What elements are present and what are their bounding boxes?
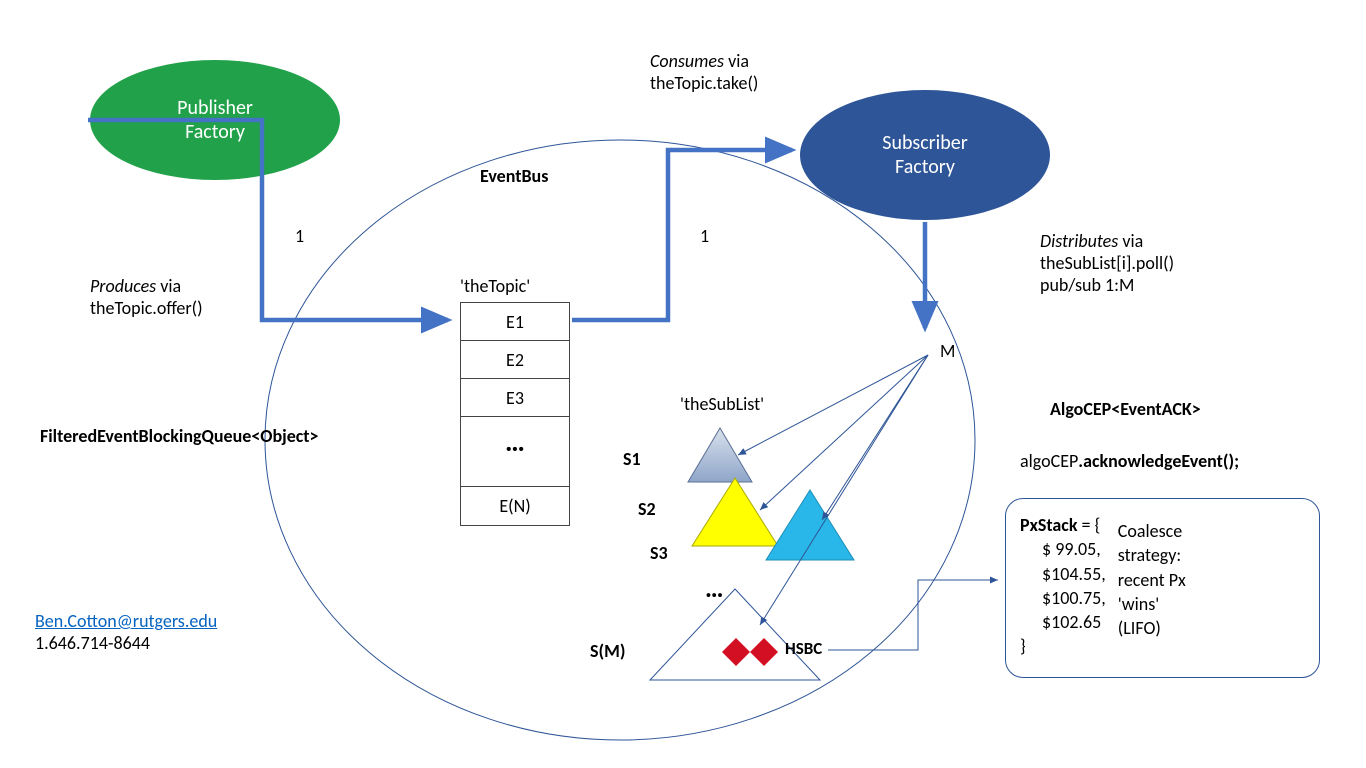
- subscriber-line1: Subscriber: [882, 131, 967, 155]
- s-dots: …: [705, 572, 724, 604]
- hsbc-label: HSBC: [785, 638, 822, 659]
- pxstack-note: Coalesce: [1118, 519, 1186, 543]
- queue-cell: …: [461, 417, 569, 487]
- contact-block: Ben.Cotton@rutgers.edu 1.646.714-8644: [35, 610, 217, 654]
- publisher-line1: Publisher: [177, 96, 253, 120]
- pxstack-note: strategy:: [1118, 543, 1186, 567]
- publisher-factory-node: Publisher Factory: [90, 60, 340, 180]
- subscriber-line2: Factory: [895, 155, 955, 179]
- contact-email-link[interactable]: Ben.Cotton@rutgers.edu: [35, 610, 217, 632]
- produces-label: Produces via theTopic.offer(): [90, 275, 203, 319]
- queue-cell: E1: [461, 303, 569, 341]
- febq-label: FilteredEventBlockingQueue<Object>: [40, 425, 319, 447]
- algocep-title: AlgoCEP<EventACK>: [1050, 398, 1201, 420]
- pxstack-note: 'wins': [1118, 592, 1186, 616]
- contact-phone: 1.646.714-8644: [35, 632, 150, 654]
- s1-label: S1: [623, 448, 641, 470]
- thesublist-label: 'theSubList': [680, 393, 764, 415]
- pxstack-val: $100.75,: [1020, 586, 1106, 610]
- publisher-line2: Factory: [185, 120, 245, 144]
- queue-cell: E2: [461, 341, 569, 379]
- cardinality-m: M: [940, 340, 955, 362]
- sm-label: S(M): [590, 640, 625, 662]
- thetopic-label: 'theTopic': [460, 275, 530, 297]
- pxstack-footer: }: [1020, 634, 1106, 658]
- pxstack-val: $102.65: [1020, 610, 1106, 634]
- subscriber-factory-node: Subscriber Factory: [800, 90, 1050, 220]
- s3-label: S3: [650, 542, 668, 564]
- pxstack-box: PxStack = { $ 99.05, $104.55, $100.75, $…: [1005, 498, 1320, 678]
- cardinality-one-left: 1: [295, 225, 304, 247]
- topic-queue: E1 E2 E3 … E(N): [460, 302, 570, 526]
- algocep-call: algoCEP.acknowledgeEvent();: [1020, 450, 1239, 472]
- pxstack-header: PxStack: [1020, 514, 1077, 536]
- distributes-label: Distributes via theSubList[i].poll() pub…: [1040, 230, 1174, 296]
- consumes-label: Consumes via theTopic.take(): [650, 50, 758, 94]
- queue-cell: E3: [461, 379, 569, 417]
- queue-cell: E(N): [461, 487, 569, 525]
- pxstack-note: recent Px: [1118, 568, 1186, 592]
- eventbus-label: EventBus: [480, 165, 548, 187]
- pxstack-note: (LIFO): [1118, 616, 1186, 640]
- pxstack-val: $ 99.05,: [1020, 537, 1106, 561]
- cardinality-one-right: 1: [700, 225, 709, 247]
- s2-label: S2: [638, 498, 656, 520]
- pxstack-val: $104.55,: [1020, 562, 1106, 586]
